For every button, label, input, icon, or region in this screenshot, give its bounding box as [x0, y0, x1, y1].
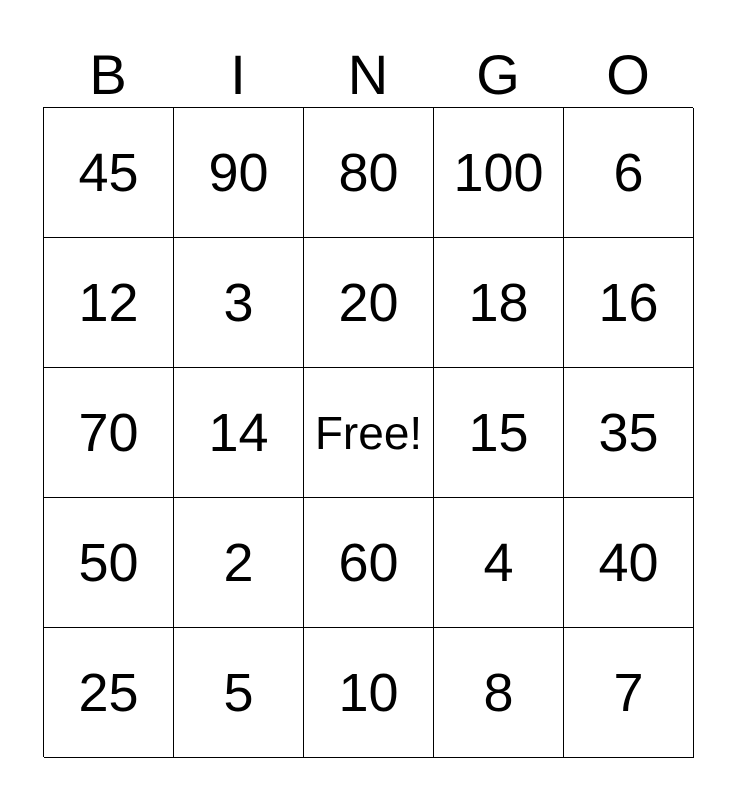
bingo-cell: 45 — [44, 108, 174, 238]
bingo-cell: 20 — [304, 238, 434, 368]
header-letter-b: B — [89, 43, 127, 106]
bingo-cell: 50 — [44, 498, 174, 628]
header-letter-i: I — [230, 43, 246, 106]
bingo-cell: 6 — [564, 108, 694, 238]
bingo-cell: 18 — [434, 238, 564, 368]
bingo-cell: 10 — [304, 628, 434, 758]
bingo-cell: 2 — [174, 498, 304, 628]
header-letter-n: N — [347, 43, 389, 106]
bingo-cell: 14 — [174, 368, 304, 498]
bingo-cell: 60 — [304, 498, 434, 628]
bingo-grid: 45 90 80 100 6 12 3 20 18 16 70 14 Free! 15 35 50 2 60 4 40… — [43, 107, 694, 758]
bingo-cell: 7 — [564, 628, 694, 758]
bingo-cell: 40 — [564, 498, 694, 628]
header-letter-o: O — [606, 43, 650, 106]
bingo-cell: 15 — [434, 368, 564, 498]
header-letter-g: G — [476, 43, 520, 106]
bingo-cell: 100 — [434, 108, 564, 238]
free-space-cell: Free! — [304, 368, 434, 498]
bingo-cell: 25 — [44, 628, 174, 758]
bingo-cell: 5 — [174, 628, 304, 758]
bingo-cell: 80 — [304, 108, 434, 238]
bingo-cell: 4 — [434, 498, 564, 628]
bingo-cell: 16 — [564, 238, 694, 368]
bingo-cell: 90 — [174, 108, 304, 238]
bingo-cell: 12 — [44, 238, 174, 368]
bingo-cell: 8 — [434, 628, 564, 758]
bingo-cell: 3 — [174, 238, 304, 368]
bingo-cell: 70 — [44, 368, 174, 498]
bingo-cell: 35 — [564, 368, 694, 498]
